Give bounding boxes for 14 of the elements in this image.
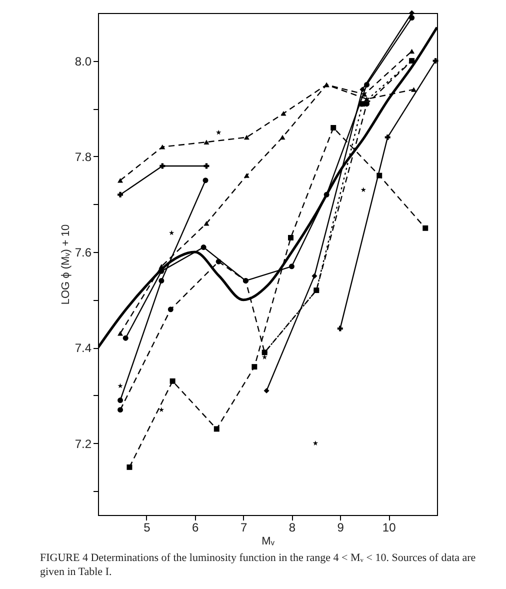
y-tick-label: 8.0 — [74, 54, 92, 68]
y-tick-label: 7.8 — [74, 150, 92, 164]
x-tick-label: 9 — [337, 520, 344, 534]
caption: FIGURE 4 Determinations of the luminosity function in the range 4 < Mᵥ < 10. Sources of data are given in Table I. — [40, 552, 477, 580]
x-tick-label: 7 — [240, 520, 248, 534]
y-axis-title: LOG ϕ (Mᵥ) + 10 — [60, 224, 72, 305]
x-axis-title: Mᵥ — [262, 536, 275, 548]
x-tick-label: 6 — [192, 520, 200, 534]
x-tick-label: 10 — [382, 520, 396, 534]
y-tick-label: 7.2 — [74, 436, 92, 451]
x-tick-label: 5 — [144, 520, 151, 534]
y-tick-label: 7.4 — [74, 341, 92, 356]
y-tick-label: 7.6 — [74, 246, 92, 260]
x-tick-label: 8 — [288, 520, 296, 534]
